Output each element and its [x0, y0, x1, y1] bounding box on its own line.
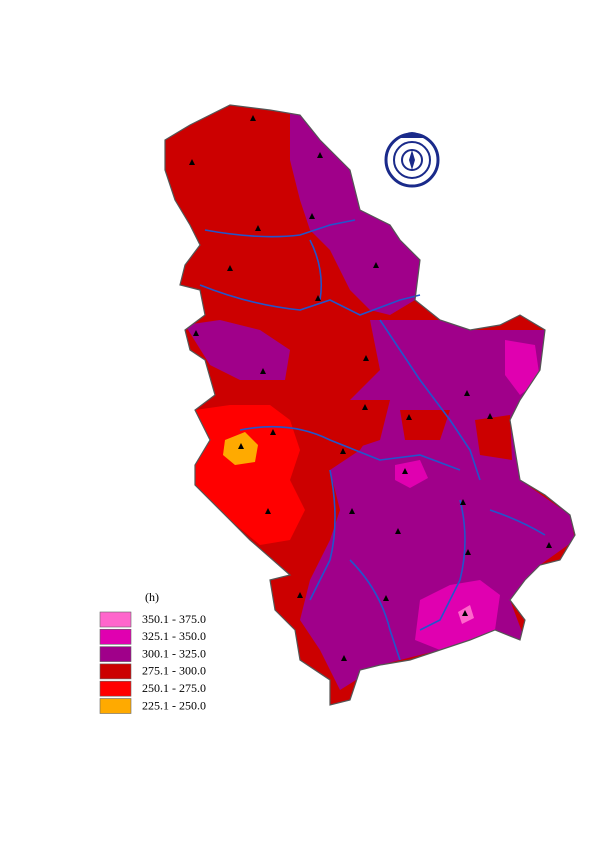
legend-label: 300.1 - 325.0	[142, 646, 206, 660]
zone	[185, 320, 290, 380]
station	[383, 595, 389, 601]
station	[464, 390, 470, 396]
legend-label: 250.1 - 275.0	[142, 681, 206, 695]
legend-swatch	[99, 646, 132, 662]
station	[265, 508, 271, 514]
legend-label: 275.1 - 300.0	[142, 664, 206, 678]
station	[193, 330, 199, 336]
logo	[384, 132, 440, 188]
station	[270, 429, 276, 435]
station	[487, 413, 493, 419]
legend-label: 325.1 - 350.0	[142, 629, 206, 643]
legend-swatch	[99, 611, 132, 628]
station	[227, 265, 233, 271]
station	[340, 448, 346, 454]
station	[250, 115, 256, 121]
zone	[195, 405, 305, 545]
station	[189, 159, 195, 165]
station	[395, 528, 401, 534]
station	[402, 468, 408, 474]
station	[297, 592, 303, 598]
station	[363, 355, 369, 361]
legend-title: (h)	[145, 590, 159, 604]
station	[462, 610, 468, 616]
legend-swatch	[99, 628, 132, 645]
rivers	[199, 219, 546, 661]
station	[238, 443, 244, 449]
station	[406, 414, 412, 420]
legend: 350.1 - 375.0 325.1 - 350.0 300.1 - 325.0 2…	[99, 611, 206, 714]
station	[317, 152, 323, 158]
station	[362, 404, 368, 410]
zone	[395, 460, 428, 488]
station	[341, 655, 347, 661]
legend-swatch	[99, 698, 132, 714]
legend-label: 225.1 - 250.0	[142, 698, 206, 712]
zone	[505, 340, 540, 395]
zone	[400, 410, 450, 440]
legend-label: 350.1 - 375.0	[142, 612, 206, 626]
station	[373, 262, 379, 268]
legend-swatch	[99, 663, 132, 680]
station	[465, 549, 471, 555]
station	[349, 508, 355, 514]
zone	[415, 580, 500, 650]
zone	[345, 400, 390, 450]
station	[255, 225, 261, 231]
station	[546, 542, 552, 548]
stations	[189, 115, 552, 661]
zone	[475, 415, 512, 460]
station	[260, 368, 266, 374]
station	[315, 295, 321, 301]
zone	[290, 110, 420, 315]
legend-swatch	[99, 680, 132, 697]
station	[460, 499, 466, 505]
station	[309, 213, 315, 219]
